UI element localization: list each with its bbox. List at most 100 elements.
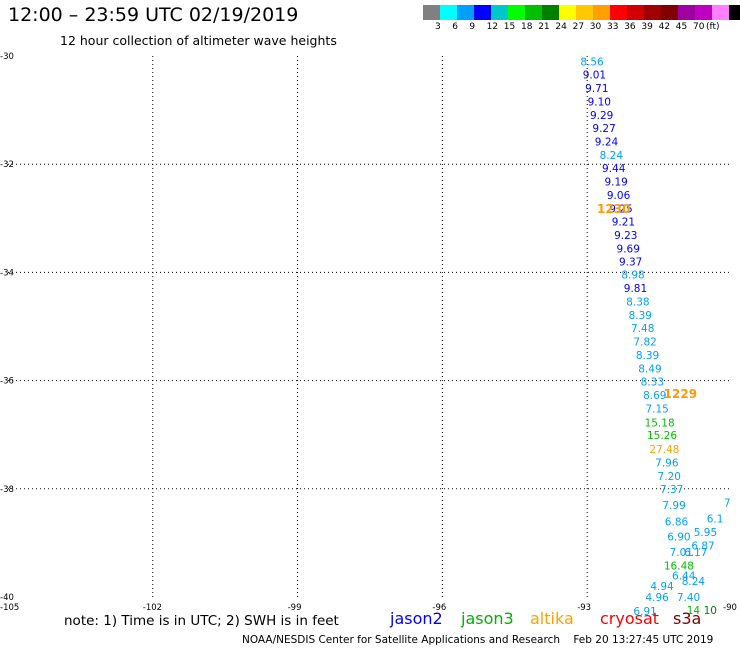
wave-height-value: 8.33: [641, 377, 664, 389]
wave-height-value: 9.81: [624, 283, 647, 295]
wave-height-value: 9.01: [583, 69, 606, 81]
latitude-label: -34: [0, 268, 14, 278]
wave-height-value: 9.27: [592, 123, 615, 135]
wave-height-value: 9.23: [614, 230, 637, 242]
wave-height-value: 6.44: [672, 570, 696, 582]
longitude-label: -90: [723, 603, 737, 613]
legend-swatch: [525, 5, 542, 20]
longitude-label: -102: [143, 603, 162, 613]
wave-height-value: 7.37: [660, 484, 683, 496]
satellite-jason2: jason2: [390, 609, 443, 628]
legend-label: 18: [521, 22, 533, 32]
observations-layer: 8.569.019.719.109.299.279.248.249.449.19…: [580, 56, 730, 618]
longitude-label: -105: [0, 603, 19, 613]
wave-height-value: 9.69: [617, 244, 640, 256]
legend-swatch: [457, 5, 474, 20]
legend-label: 15: [503, 22, 516, 32]
wave-height-value: 8.39: [629, 310, 652, 322]
wave-height-value: 7.40: [677, 592, 700, 604]
latitude-label: -40: [0, 593, 14, 603]
wave-height-value: 6.17: [684, 547, 707, 559]
legend-swatch: [627, 5, 644, 20]
wave-height-value: 9.21: [612, 217, 635, 229]
wave-height-value: 7.99: [662, 500, 685, 512]
wave-height-value: 7.82: [633, 337, 656, 349]
wave-height-value: 8.56: [580, 56, 604, 68]
latitude-label: -38: [0, 485, 14, 495]
wave-height-value: 6.1: [707, 514, 724, 526]
wave-height-value: 8.49: [638, 364, 661, 376]
pass-time-label: 1229: [664, 387, 697, 401]
legend-swatch: [678, 5, 695, 20]
wave-height-value: 7.48: [631, 323, 654, 335]
legend-label: 24: [555, 22, 567, 32]
legend-swatch: [440, 5, 457, 20]
wave-height-value: 7.01: [670, 547, 693, 559]
color-legend-labels: 3 6 9 12 15 18 21 24 27 30 33 36 39 42 45 70: [423, 22, 740, 34]
legend-label: 12: [486, 22, 499, 32]
legend-label: 36: [624, 22, 636, 32]
wave-height-value: 6.91: [633, 606, 656, 618]
wave-height-value: 9.44: [602, 163, 626, 175]
satellite-jason3: jason3: [461, 609, 514, 628]
wave-height-value: 6.90: [667, 531, 690, 543]
legend-label: 45: [675, 22, 688, 32]
satellite-s3a: s3a: [673, 609, 702, 628]
latitude-label: -32: [0, 160, 14, 170]
wave-height-value: 5.95: [694, 527, 717, 539]
units-note: note: 1) Time is in UTC; 2) SWH is in fe…: [64, 613, 339, 629]
color-legend-unit: (ft): [706, 22, 720, 32]
legend-swatch: [423, 5, 440, 20]
longitude-label: -93: [577, 603, 591, 613]
legend-label: 6: [452, 22, 458, 32]
wave-height-value: 9.10: [588, 96, 611, 108]
legend-label: 42: [658, 22, 671, 32]
longitude-label: -99: [288, 603, 302, 613]
wave-height-value: 27.48: [649, 444, 679, 456]
legend-label: 21: [538, 22, 550, 32]
wave-height-value: 7.96: [655, 457, 679, 469]
legend-swatch: [644, 5, 661, 20]
legend-swatch: [729, 5, 740, 20]
latitude-label: -36: [0, 377, 14, 387]
wave-height-value: 7: [724, 497, 731, 509]
legend-label: 33: [607, 22, 619, 32]
wave-height-value: 15.26: [647, 430, 677, 442]
legend-label: 70: [693, 22, 705, 32]
satellite-altika: altika: [530, 609, 574, 628]
legend-swatch: [491, 5, 508, 20]
wave-height-value: 8.39: [636, 350, 659, 362]
wave-height-value: 9.24: [595, 136, 619, 148]
legend-label: 39: [641, 22, 653, 32]
wave-height-value: 4.94: [650, 581, 674, 593]
legend-swatch: [610, 5, 627, 20]
map-title: 12:00 – 23:59 UTC 02/19/2019: [8, 4, 299, 26]
wave-height-value: 10: [704, 605, 717, 617]
wave-height-value: 16.48: [664, 561, 694, 573]
pass-time-label: 1230: [597, 202, 630, 216]
legend-swatch: [661, 5, 678, 20]
wave-height-value: 9.25: [609, 204, 632, 216]
wave-height-value: 6.86: [665, 516, 689, 528]
wave-height-value: 9.19: [604, 177, 627, 189]
longitude-label: -96: [432, 603, 446, 613]
wave-height-value: 8.98: [621, 270, 644, 282]
wave-height-value: 8.38: [626, 297, 649, 309]
legend-swatch: [474, 5, 491, 20]
legend-swatch: [542, 5, 559, 20]
legend-swatch: [576, 5, 593, 20]
wave-height-value: 14: [687, 605, 701, 617]
pass-times-layer: 1230 1229: [597, 202, 697, 401]
wave-height-value: 9.37: [619, 257, 642, 269]
color-legend: [423, 5, 740, 20]
wave-height-value: 9.71: [585, 83, 608, 95]
wave-height-value: 8.24: [600, 150, 624, 162]
wave-height-value: 15.18: [645, 417, 675, 429]
legend-label: 3: [435, 22, 441, 32]
wave-height-value: 7.20: [658, 471, 681, 483]
legend-swatch: [593, 5, 610, 20]
map-subtitle: 12 hour collection of altimeter wave hei…: [60, 33, 337, 48]
latitude-label: -30: [0, 52, 14, 62]
legend-swatch: [695, 5, 712, 20]
